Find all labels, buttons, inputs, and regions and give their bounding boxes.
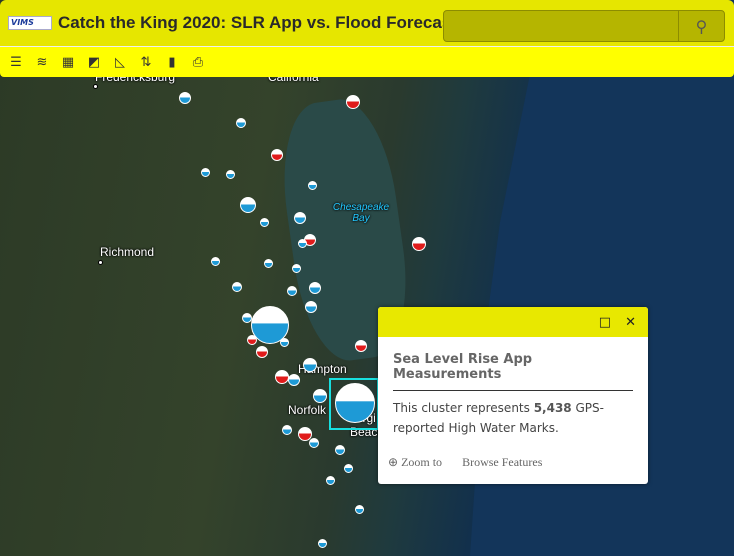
high-water-mark-blue[interactable] xyxy=(200,167,210,177)
high-water-mark-red[interactable] xyxy=(275,370,289,384)
layers-icon[interactable]: ≋ xyxy=(36,54,48,70)
high-water-mark-blue[interactable] xyxy=(325,475,335,485)
title-bar: VIMS Catch the King 2020: SLR App vs. Fl… xyxy=(0,0,734,46)
bay-label: Chesapeake Bay xyxy=(326,202,396,224)
high-water-mark-blue[interactable] xyxy=(210,256,220,266)
popup-body-suffix: GPS-reported High Water Marks. xyxy=(393,401,604,435)
high-water-mark-blue[interactable] xyxy=(236,118,246,128)
high-water-mark-blue[interactable] xyxy=(354,504,364,514)
high-water-mark-blue[interactable] xyxy=(305,301,317,313)
selected-cluster-highlight xyxy=(329,378,379,430)
high-water-mark-red[interactable] xyxy=(412,237,426,251)
bay-label-text: Chesapeake Bay xyxy=(332,202,390,224)
high-water-mark-red[interactable] xyxy=(247,335,257,345)
popup-body-prefix: This cluster represents xyxy=(393,401,534,415)
high-water-mark-blue[interactable] xyxy=(335,383,375,423)
high-water-mark-blue[interactable] xyxy=(294,212,306,224)
vims-logo: VIMS xyxy=(8,16,52,30)
zoom-to-link[interactable]: ⊕ Zoom to xyxy=(388,455,442,470)
high-water-mark-blue[interactable] xyxy=(297,238,307,248)
app-header: VIMS Catch the King 2020: SLR App vs. Fl… xyxy=(0,0,734,77)
zoom-to-label: Zoom to xyxy=(401,455,443,469)
city-label: Norfolk xyxy=(288,403,327,417)
high-water-mark-red[interactable] xyxy=(256,346,268,358)
high-water-mark-blue[interactable] xyxy=(309,282,321,294)
popup-body: This cluster represents 5,438 GPS-report… xyxy=(393,398,633,438)
high-water-mark-blue[interactable] xyxy=(263,258,273,268)
high-water-mark-blue[interactable] xyxy=(225,169,235,179)
browse-features-link[interactable]: Browse Features xyxy=(462,455,543,469)
popup-title: Sea Level Rise App Measurements xyxy=(393,352,633,391)
high-water-mark-blue[interactable] xyxy=(242,313,252,323)
high-water-mark-red[interactable] xyxy=(355,340,367,352)
zoom-in-icon: ⊕ xyxy=(388,455,399,469)
high-water-mark-blue[interactable] xyxy=(307,180,317,190)
high-water-mark-blue[interactable] xyxy=(303,358,317,372)
high-water-mark-blue[interactable] xyxy=(259,217,269,227)
high-water-mark-red[interactable] xyxy=(298,427,312,441)
high-water-mark-blue[interactable] xyxy=(240,197,256,213)
high-water-mark-red[interactable] xyxy=(346,95,360,109)
high-water-mark-blue[interactable] xyxy=(279,337,289,347)
basemap-gallery-icon[interactable]: ▦ xyxy=(61,54,75,70)
close-icon[interactable]: ✕ xyxy=(625,314,636,330)
swipe-icon[interactable]: ◩ xyxy=(87,54,101,70)
share-icon[interactable]: ⇅ xyxy=(140,54,152,70)
high-water-mark-blue[interactable] xyxy=(317,538,327,548)
toolbar: ☰ ≋ ▦ ◩ ◺ ⇅ ▮ ⎙ xyxy=(0,46,734,77)
cluster-count: 5,438 xyxy=(533,401,572,415)
high-water-mark-blue[interactable] xyxy=(343,463,353,473)
maximize-icon[interactable]: □ xyxy=(598,314,612,330)
city-label: Richmond xyxy=(100,245,155,259)
high-water-mark-blue[interactable] xyxy=(309,438,319,448)
high-water-mark-blue[interactable] xyxy=(291,263,301,273)
legend-icon[interactable]: ☰ xyxy=(10,54,22,70)
measure-icon[interactable]: ◺ xyxy=(115,54,125,70)
city-dot xyxy=(93,84,98,89)
high-water-mark-blue[interactable] xyxy=(313,389,327,403)
search-icon[interactable]: ⚲ xyxy=(678,11,724,41)
popup-header: □ ✕ xyxy=(378,307,648,337)
cluster-popup: □ ✕ Sea Level Rise App Measurements This… xyxy=(378,307,648,484)
high-water-mark-blue[interactable] xyxy=(282,425,292,435)
search-input[interactable]: ⚲ xyxy=(443,10,725,42)
high-water-mark-blue[interactable] xyxy=(335,445,345,455)
high-water-mark-blue[interactable] xyxy=(179,92,191,104)
city-dot xyxy=(98,260,103,265)
app-title: Catch the King 2020: SLR App vs. Flood F… xyxy=(58,13,457,32)
bookmark-icon[interactable]: ▮ xyxy=(168,54,176,70)
high-water-mark-blue[interactable] xyxy=(232,282,242,292)
high-water-mark-red[interactable] xyxy=(271,149,283,161)
high-water-mark-blue[interactable] xyxy=(288,374,300,386)
high-water-mark-blue[interactable] xyxy=(287,286,297,296)
popup-actions: ⊕ Zoom to Browse Features xyxy=(388,455,542,470)
print-icon[interactable]: ⎙ xyxy=(192,54,204,70)
